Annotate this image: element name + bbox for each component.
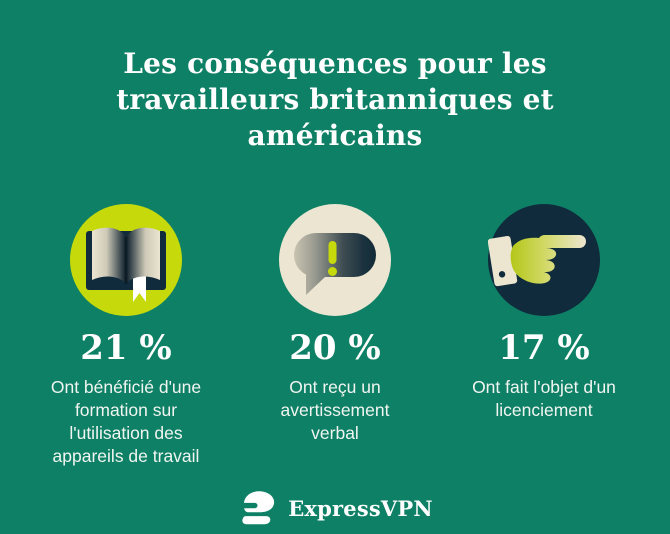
- stat-description: Ont bénéficié d'une formation sur l'util…: [50, 377, 202, 466]
- stat-column-training: 21 % Ont bénéficié d'une formation sur l…: [26, 204, 226, 468]
- stat-column-warning: 20 % Ont reçu un avertissement verbal: [235, 204, 435, 468]
- stat-value: 20 %: [289, 328, 381, 368]
- stats-row: 21 % Ont bénéficié d'une formation sur l…: [0, 204, 670, 468]
- stat-value: 21 %: [80, 328, 172, 368]
- expressvpn-mark-icon: [240, 491, 275, 525]
- speech-bubble-exclamation-icon: [279, 204, 391, 316]
- open-book-icon: [70, 204, 182, 316]
- expressvpn-logo: ExpressVPN: [0, 487, 670, 529]
- stat-description: Ont fait l'objet d'un licenciement: [472, 377, 616, 420]
- page-title: Les conséquences pour les travailleurs b…: [116, 47, 554, 152]
- stat-description: Ont reçu un avertissement verbal: [280, 377, 390, 443]
- pointing-hand-icon: [487, 204, 600, 316]
- brand-wordmark: ExpressVPN: [288, 495, 433, 521]
- stat-value: 17 %: [498, 328, 590, 368]
- stat-column-dismissal: 17 % Ont fait l'objet d'un licenciement: [444, 204, 644, 468]
